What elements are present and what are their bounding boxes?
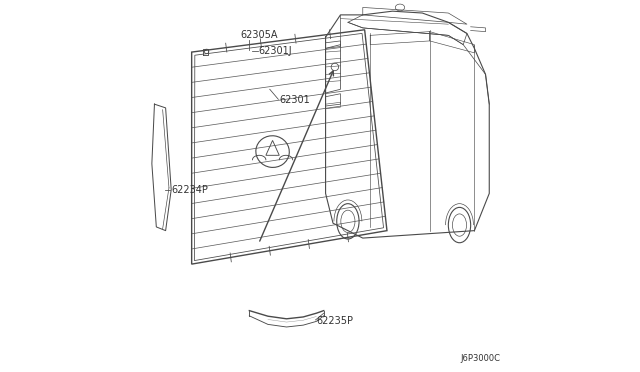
Text: 62301J: 62301J	[259, 46, 292, 56]
Text: 62235P: 62235P	[316, 316, 353, 326]
Text: J6P3000C: J6P3000C	[460, 354, 500, 363]
Text: 62305A: 62305A	[240, 30, 278, 40]
Text: 62234P: 62234P	[172, 185, 208, 195]
Text: 62301: 62301	[279, 96, 310, 105]
